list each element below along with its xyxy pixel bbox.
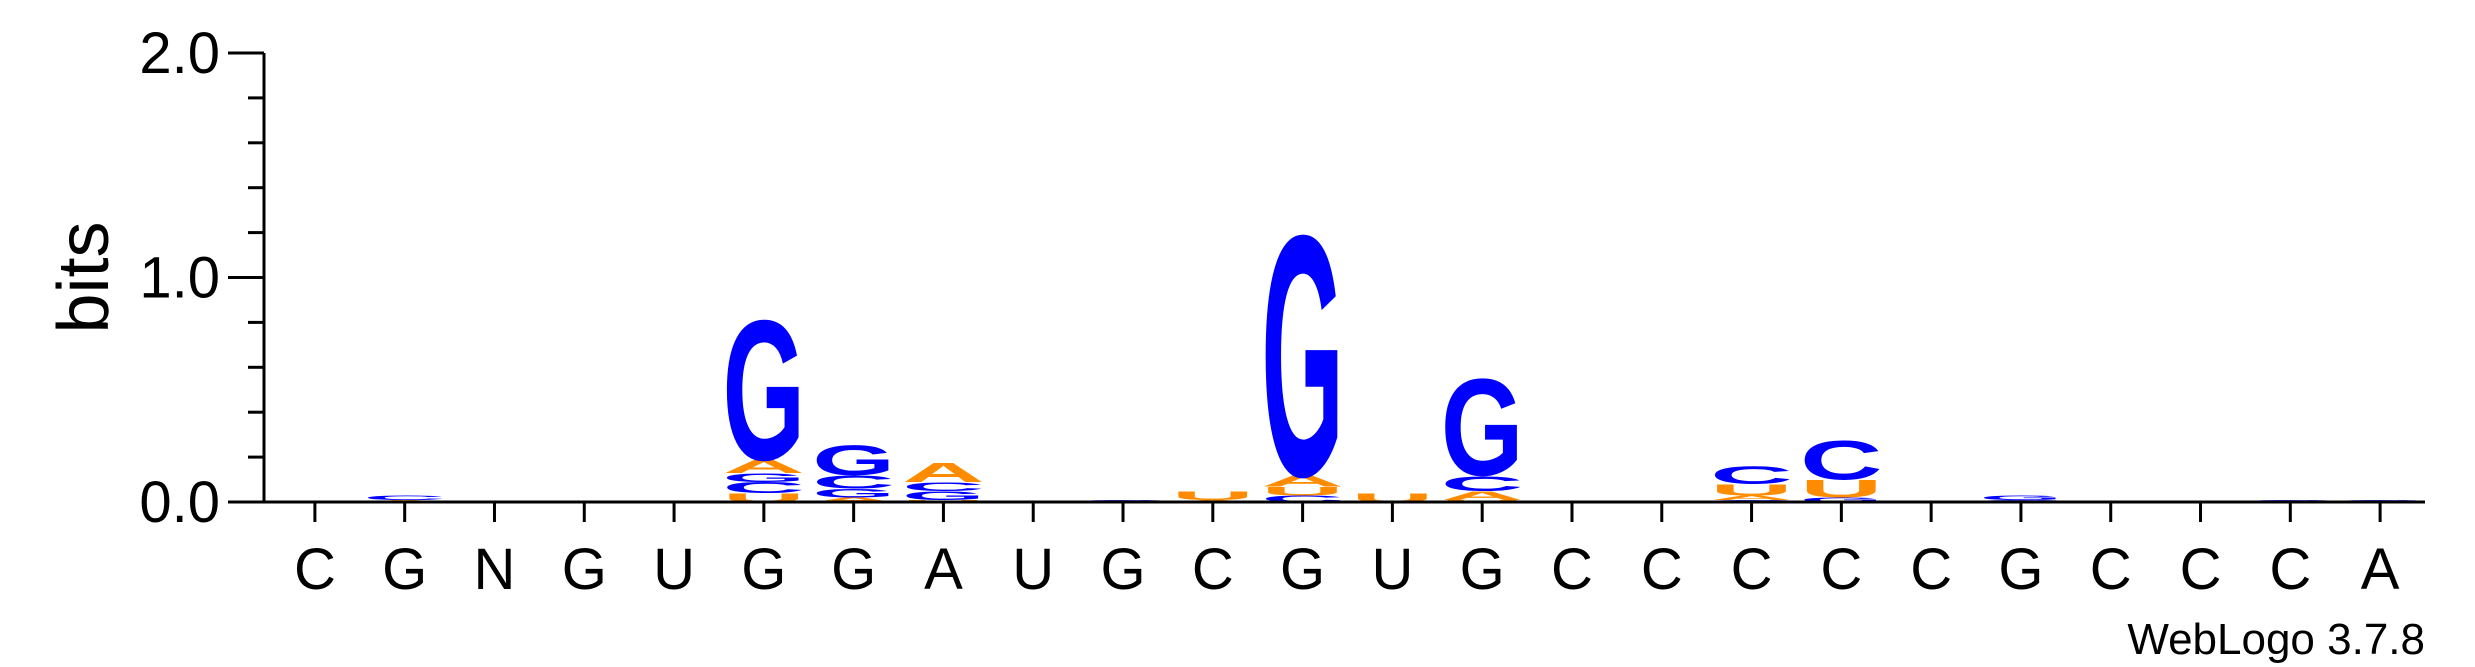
y-axis-label: bits <box>44 221 124 333</box>
x-tick-label: U <box>653 537 695 602</box>
x-tick-label: G <box>1998 537 2043 602</box>
x-tick-label: C <box>1910 537 1952 602</box>
logo-letter-U: U <box>1261 484 1344 498</box>
x-tick-label: A <box>924 537 963 602</box>
logo-letter-G: G <box>812 487 895 501</box>
y-tick-label: 2.0 <box>139 21 220 86</box>
x-tick-label: C <box>1192 537 1234 602</box>
logo-letter-C: C <box>363 494 446 501</box>
y-ticks: 0.0 1.0 2.0 <box>139 21 264 535</box>
logo-letter-G: G <box>1261 164 1344 549</box>
x-tick-label: C <box>2180 537 2222 602</box>
x-tick-label: C <box>1641 537 1683 602</box>
x-tick-label: A <box>2361 537 2400 602</box>
letter-stacks: ACUCGAGAGCGUGCACAUCUAGUUACGCAUCGUCCGCC <box>363 164 2421 549</box>
y-tick-label: 1.0 <box>139 246 220 311</box>
logo-letter-G: G <box>812 437 895 485</box>
x-tick-label: U <box>1012 537 1054 602</box>
weblogo-version-label: WebLogo 3.7.8 <box>2127 615 2425 664</box>
logo-letter-G: G <box>723 278 806 502</box>
x-tick-label: G <box>741 537 786 602</box>
logo-letter-A: A <box>902 457 985 488</box>
logo-letter-A: A <box>723 456 806 476</box>
x-tick-label: G <box>382 537 427 602</box>
logo-letter-C: C <box>1261 494 1344 504</box>
logo-letter-A: A <box>812 497 895 504</box>
logo-letter-U: U <box>1800 475 1883 503</box>
logo-letter-U: U <box>1172 489 1255 503</box>
x-tick-label: C <box>2090 537 2132 602</box>
logo-letter-G: G <box>1800 496 1883 503</box>
x-tick-label: C <box>2269 537 2311 602</box>
x-tick-label: G <box>1460 537 1505 602</box>
x-tick-label: N <box>474 537 516 602</box>
axes <box>262 53 2425 504</box>
logo-letter-C: C <box>1800 430 1883 492</box>
logo-letter-G: G <box>1441 351 1524 506</box>
logo-letter-G: G <box>1980 494 2063 501</box>
x-tick-label: C <box>1731 537 1773 602</box>
x-tick-label: C <box>294 537 336 602</box>
logo-letter-A: A <box>1261 473 1344 490</box>
x-tick-label: G <box>1100 537 1145 602</box>
x-tick-label: G <box>831 537 876 602</box>
x-tick-label: G <box>562 537 607 602</box>
logo-letter-C: C <box>902 480 985 494</box>
y-tick-label: 0.0 <box>139 470 220 535</box>
logo-letter-C: C <box>723 479 806 496</box>
x-tick-label: C <box>1551 537 1593 602</box>
logo-letter-U: U <box>1710 482 1793 499</box>
logo-letter-G: G <box>723 471 806 485</box>
logo-letter-C: C <box>1441 471 1524 495</box>
logo-letter-C: C <box>1710 462 1793 490</box>
x-tick-label: G <box>1280 537 1325 602</box>
logo-letter-C: C <box>812 472 895 492</box>
logo-letter-G: G <box>902 489 985 503</box>
x-tick-label: C <box>1820 537 1862 602</box>
logo-letter-A: A <box>1441 489 1524 503</box>
x-tick-label: U <box>1371 537 1413 602</box>
logo-letter-A: A <box>1710 494 1793 501</box>
